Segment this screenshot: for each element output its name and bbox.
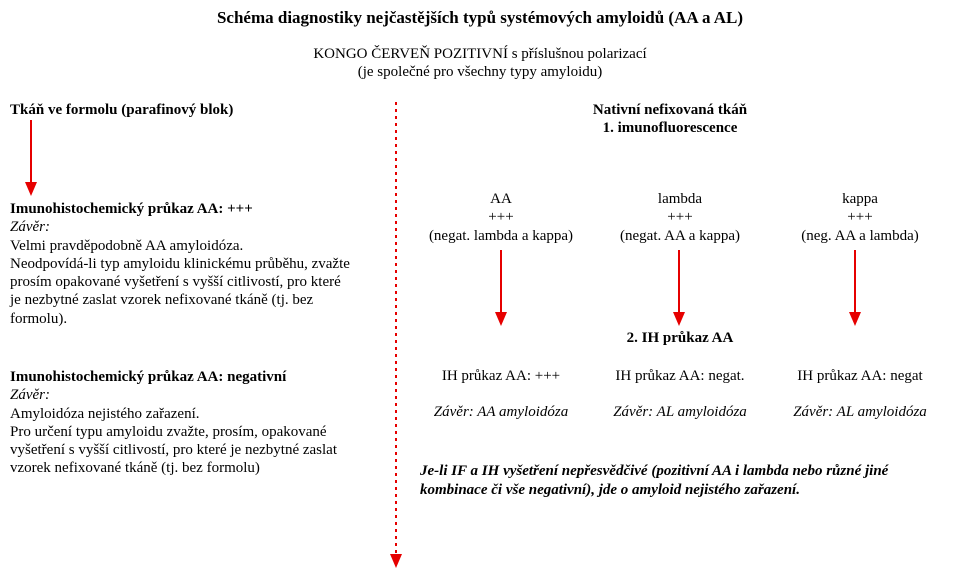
left-zaver-label-1: Závěr: — [10, 219, 50, 235]
right-path-head-2: 1. imunofluorescence — [540, 120, 800, 137]
col-aa-l2: +++ — [488, 209, 513, 225]
conc-aa: Závěr: AA amyloidóza — [434, 404, 568, 420]
left-neg-text: Amyloidóza nejistého zařazení. — [10, 406, 200, 422]
right-path-head-1: Nativní nefixovaná tkáň — [540, 102, 800, 119]
arrow-col-lambda — [672, 250, 686, 330]
col-lambda-l3: (negat. AA a kappa) — [620, 228, 740, 244]
col-aa: AA +++ (negat. lambda a kappa) — [416, 190, 586, 245]
divider-dashed — [389, 102, 403, 572]
col-aa-l3: (negat. lambda a kappa) — [429, 228, 573, 244]
step2-label: 2. IH průkaz AA — [600, 330, 760, 347]
arrow-col-kappa — [848, 250, 862, 330]
conc-lambda: Závěr: AL amyloidóza — [613, 404, 747, 420]
arrow-col-aa — [494, 250, 508, 330]
page-title: Schéma diagnostiky nejčastějších typů sy… — [0, 8, 960, 28]
left-zaver-text-1: Velmi pravděpodobně AA amyloidóza. — [10, 238, 243, 254]
row2-aa: IH průkaz AA: +++ — [416, 368, 586, 385]
row2-kappa: IH průkaz AA: negat — [780, 368, 940, 385]
col-kappa-l3: (neg. AA a lambda) — [801, 228, 918, 244]
subtitle-2: (je společné pro všechny typy amyloidu) — [0, 64, 960, 81]
left-zaver-label-2: Závěr: — [10, 387, 50, 403]
col-lambda: lambda +++ (negat. AA a kappa) — [600, 190, 760, 245]
left-ih-aa-neg: Imunohistochemický průkaz AA: negativní — [10, 369, 286, 385]
left-note-2: Pro určení typu amyloidu zvažte, prosím,… — [10, 424, 337, 477]
col-aa-l1: AA — [490, 191, 512, 207]
col-kappa-l2: +++ — [847, 209, 872, 225]
arrow-left-short — [24, 120, 38, 200]
subtitle-2-text: je společné pro všechny typy amyloidu — [363, 64, 598, 80]
row2-lambda: IH průkaz AA: negat. — [600, 368, 760, 385]
left-note-1: Neodpovídá-li typ amyloidu klinickému pr… — [10, 256, 350, 327]
col-lambda-l2: +++ — [667, 209, 692, 225]
conc-kappa: Závěr: AL amyloidóza — [793, 404, 927, 420]
col-kappa-l1: kappa — [842, 191, 878, 207]
subtitle-1: KONGO ČERVEŇ POZITIVNÍ s příslušnou pola… — [0, 46, 960, 63]
footnote: Je-li IF a IH vyšetření nepřesvědčivé (p… — [420, 462, 950, 500]
left-path-head: Tkáň ve formolu (parafinový blok) — [10, 102, 233, 119]
col-lambda-l1: lambda — [658, 191, 702, 207]
left-ih-aa-pos: Imunohistochemický průkaz AA: +++ — [10, 201, 253, 217]
col-kappa: kappa +++ (neg. AA a lambda) — [780, 190, 940, 245]
